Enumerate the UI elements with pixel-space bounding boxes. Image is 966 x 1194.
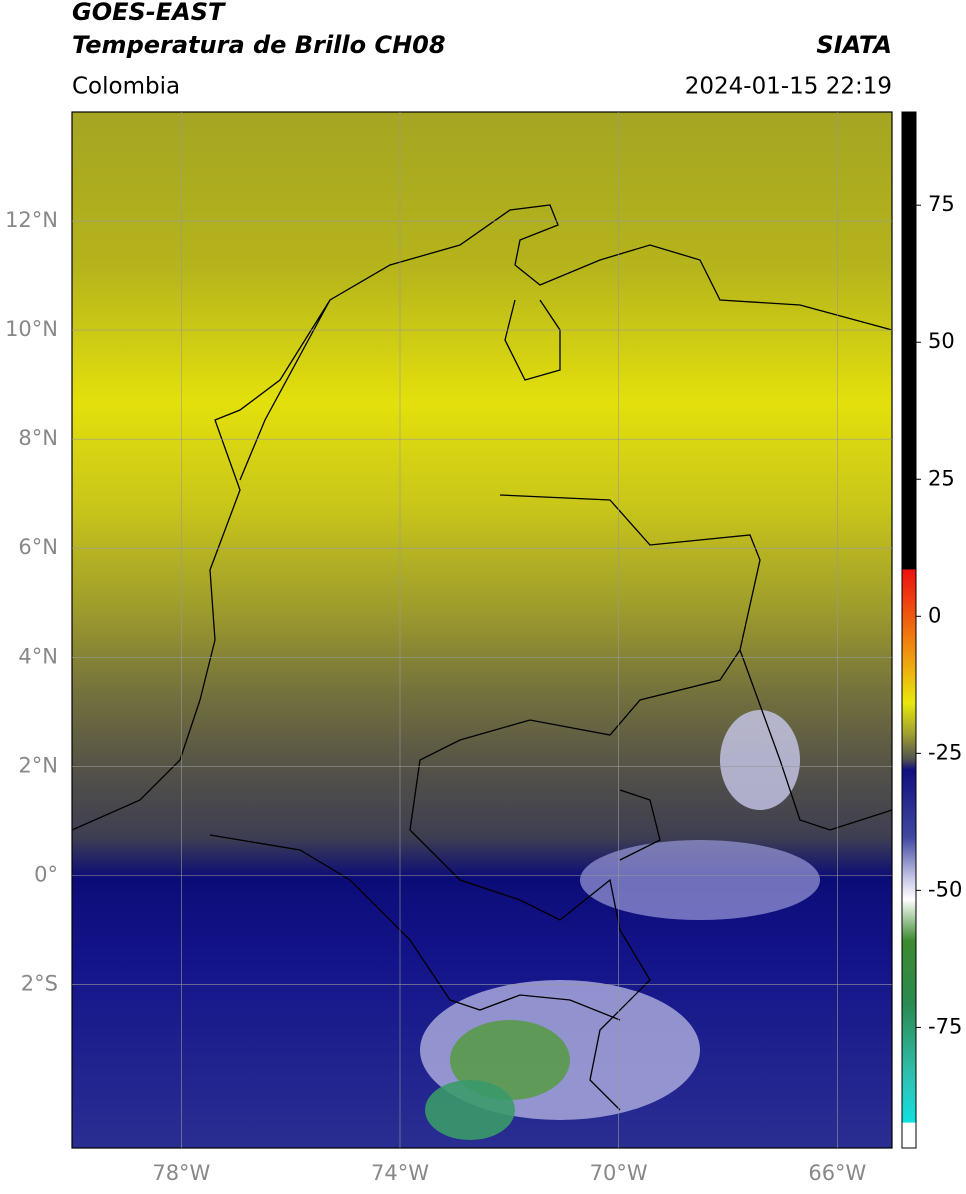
- colorbar-tick-label: -25: [928, 740, 962, 764]
- y-tick-label: 4°N: [18, 644, 58, 668]
- y-tick-label: 12°N: [5, 208, 58, 232]
- cloud: [425, 1080, 515, 1140]
- map-frame: [71, 111, 893, 1149]
- colorbar-tick-label: -50: [928, 877, 962, 901]
- y-tick-label: 8°N: [18, 426, 58, 450]
- cloud: [450, 1020, 570, 1100]
- title: GOES-EAST: [72, 0, 226, 26]
- source: SIATA: [816, 31, 892, 59]
- x-tick-label: 78°W: [152, 1161, 210, 1185]
- cloud: [580, 840, 820, 920]
- colorbar: [901, 111, 917, 1149]
- map: [72, 112, 892, 1148]
- colorbar-tick-label: 75: [928, 192, 955, 216]
- boundaries: [72, 204, 892, 1111]
- x-tick-label: 70°W: [590, 1161, 648, 1185]
- x-tick-label: 66°W: [808, 1161, 866, 1185]
- colorbar-tick-label: 25: [928, 466, 955, 490]
- y-tick-label: 2°S: [21, 971, 58, 995]
- region: Colombia: [72, 74, 180, 100]
- y-tick-label: 10°N: [5, 317, 58, 341]
- x-tick-label: 74°W: [371, 1161, 429, 1185]
- colorbar-tick-label: 50: [928, 329, 955, 353]
- subtitle: Temperatura de Brillo CH08: [72, 31, 446, 59]
- y-tick-label: 0°: [34, 862, 58, 886]
- colorbar-tick-label: -75: [928, 1014, 962, 1038]
- y-tick-label: 2°N: [18, 753, 58, 777]
- colorbar-tick-label: 0: [928, 603, 941, 627]
- y-tick-label: 6°N: [18, 535, 58, 559]
- cloud: [720, 710, 800, 810]
- satellite-image: [72, 112, 892, 1148]
- timestamp: 2024-01-15 22:19: [685, 74, 892, 100]
